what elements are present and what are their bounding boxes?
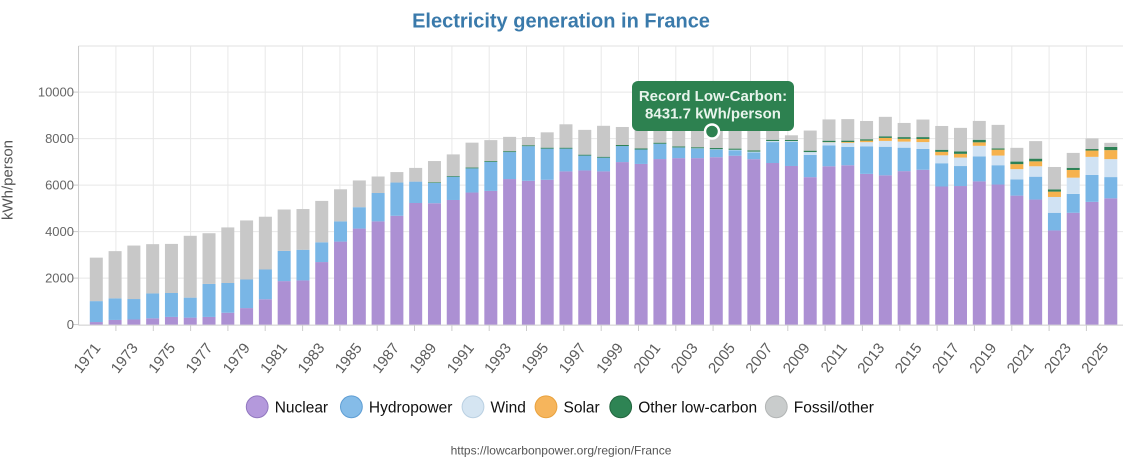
svg-text:https://lowcarbonpower.org/reg: https://lowcarbonpower.org/region/France bbox=[451, 444, 672, 458]
svg-text:2000: 2000 bbox=[45, 271, 74, 286]
svg-text:4000: 4000 bbox=[45, 224, 74, 239]
svg-text:0: 0 bbox=[67, 317, 74, 332]
svg-text:Other low-carbon: Other low-carbon bbox=[638, 399, 757, 416]
svg-text:10000: 10000 bbox=[38, 85, 74, 100]
svg-text:8000: 8000 bbox=[45, 131, 74, 146]
svg-text:Wind: Wind bbox=[491, 399, 526, 416]
svg-text:Fossil/other: Fossil/other bbox=[794, 399, 874, 416]
svg-text:Nuclear: Nuclear bbox=[275, 399, 328, 416]
svg-text:8431.7 kWh/person: 8431.7 kWh/person bbox=[645, 106, 781, 123]
svg-text:kWh/person: kWh/person bbox=[0, 140, 17, 220]
svg-text:Solar: Solar bbox=[564, 399, 600, 416]
svg-text:Electricity generation in Fran: Electricity generation in France bbox=[412, 11, 710, 33]
svg-text:Record Low-Carbon:: Record Low-Carbon: bbox=[639, 88, 787, 105]
svg-text:Hydropower: Hydropower bbox=[369, 399, 453, 416]
svg-text:6000: 6000 bbox=[45, 178, 74, 193]
